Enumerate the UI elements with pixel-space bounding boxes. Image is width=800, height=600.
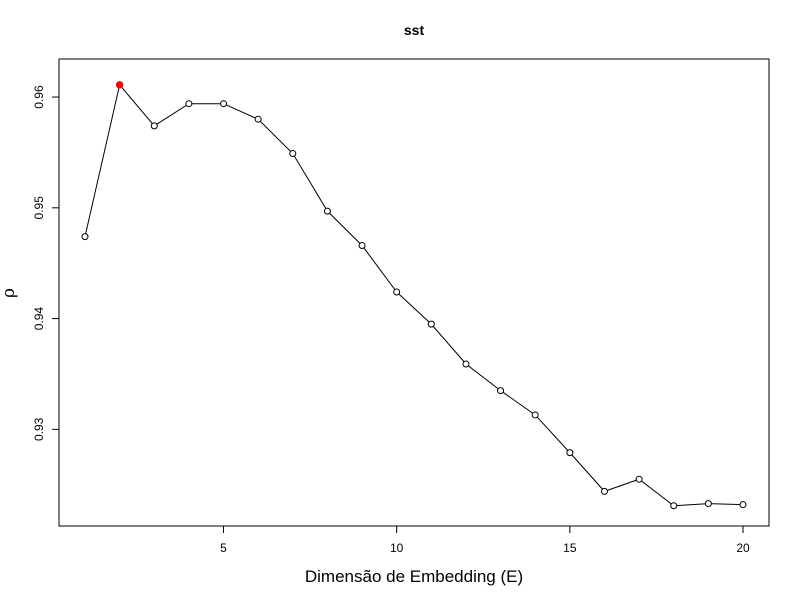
data-point — [81, 233, 89, 241]
data-point — [600, 487, 608, 495]
y-tick-label: 0.95 — [32, 196, 46, 220]
data-point — [289, 150, 297, 158]
x-tick-label: 20 — [736, 541, 750, 555]
data-point — [393, 288, 401, 296]
x-axis: 5 10 15 20 — [220, 526, 750, 555]
data-point — [704, 500, 712, 508]
data-point — [635, 475, 643, 483]
chart-title: sst — [404, 22, 425, 38]
series-line — [84, 83, 744, 507]
x-tick-label: 5 — [220, 541, 227, 555]
data-point — [497, 387, 505, 395]
data-points — [81, 81, 747, 510]
data-point — [254, 115, 262, 123]
x-tick-label: 10 — [390, 541, 404, 555]
data-point — [323, 207, 331, 215]
data-point — [670, 502, 678, 510]
data-point — [358, 241, 366, 249]
data-point — [150, 122, 158, 130]
data-point — [220, 100, 228, 108]
y-tick-label: 0.96 — [32, 85, 46, 109]
x-axis-label: Dimensão de Embedding (E) — [305, 567, 523, 586]
x-tick-label: 15 — [563, 541, 577, 555]
data-point — [739, 501, 747, 509]
data-point — [427, 320, 435, 328]
y-tick-label: 0.93 — [32, 417, 46, 441]
data-point — [462, 360, 470, 368]
data-point — [566, 449, 574, 457]
highlighted-data-point — [115, 81, 124, 89]
data-point — [185, 100, 193, 108]
y-axis: 0.93 0.94 0.95 0.96 — [32, 85, 59, 441]
plot-frame — [58, 58, 770, 527]
y-axis-label: ρ — [0, 288, 19, 298]
y-tick-label: 0.94 — [32, 307, 46, 331]
data-point — [531, 411, 539, 419]
